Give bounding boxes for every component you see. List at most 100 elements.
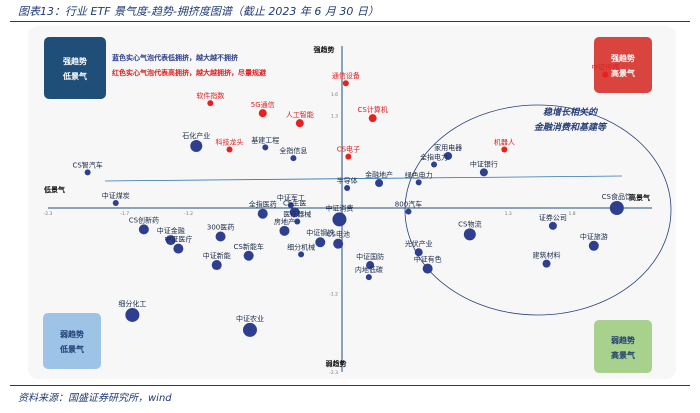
point-label: CS电池	[326, 230, 349, 239]
y-axis-top-label: 强趋势	[314, 45, 335, 54]
data-point: 光伏产业	[405, 239, 433, 257]
point-label: 软件指数	[196, 91, 224, 100]
point-marker	[375, 179, 384, 188]
data-point: 中证医疗	[164, 235, 192, 254]
point-marker	[365, 274, 372, 281]
x-axis-left-label: 低景气	[43, 185, 65, 194]
point-label: 中证新能	[203, 251, 231, 260]
data-point: 医疗器械	[283, 210, 311, 225]
quadrant-top-right: 强趋势 高景气	[594, 37, 652, 93]
data-point: 5G通信	[251, 100, 275, 118]
data-point: 建筑材料	[533, 251, 561, 268]
point-label: 中证金融	[157, 226, 185, 235]
point-label: 证券公司	[539, 213, 567, 222]
point-label: 绿色电力	[405, 170, 433, 179]
data-point: 科技龙头	[216, 138, 244, 153]
point-marker	[414, 248, 423, 257]
quadrant-bottom-left-line1: 弱趋势	[60, 329, 84, 339]
data-point: 中证国防	[356, 252, 384, 270]
point-marker	[602, 71, 609, 78]
quadrant-top-left-line2: 低景气	[62, 71, 87, 81]
data-point: 全指信息	[279, 146, 307, 162]
data-point: CS食品饮	[602, 192, 632, 215]
point-label: 科技龙头	[216, 138, 244, 147]
data-point: 300医药	[207, 223, 234, 242]
data-point: 中证传媒	[591, 63, 619, 78]
quadrant-bottom-left-line2: 低景气	[59, 344, 84, 354]
point-marker	[289, 207, 300, 218]
axis-ticks: -2.3 -1.7 -1.2 1.3 1.8 1.6 1.3 -1.2 -2.3	[44, 92, 576, 376]
data-point: 全指电力	[420, 153, 448, 168]
data-point: 石化产业	[182, 131, 210, 152]
data-point: 中证旅游	[580, 232, 608, 251]
point-marker	[368, 114, 377, 123]
data-point: 全指医药	[249, 200, 277, 219]
point-marker	[207, 100, 214, 107]
x-tick-label: -1.2	[184, 211, 193, 217]
point-label: 5G通信	[251, 100, 275, 109]
point-marker	[405, 208, 412, 215]
point-label: 基建工程	[251, 135, 279, 144]
data-point: 中证有色	[414, 255, 442, 274]
data-point: CS电子	[337, 145, 360, 160]
point-label: CS创新药	[129, 215, 159, 224]
point-label: 中证煤炭	[102, 191, 130, 200]
point-label: 内地低碳	[355, 265, 383, 274]
point-label: 通信设备	[332, 71, 360, 80]
data-point: CS生医	[283, 198, 306, 218]
point-label: CS生医	[283, 198, 306, 207]
data-point: 家用电器	[434, 143, 462, 160]
point-marker	[542, 259, 551, 268]
point-label: 细分机械	[287, 242, 315, 251]
data-point: 绿色电力	[405, 170, 433, 186]
data-point: 内地低碳	[355, 265, 383, 281]
y-tick-label: -1.2	[329, 292, 338, 298]
data-point: 中证煤炭	[102, 191, 130, 207]
point-marker	[501, 146, 508, 153]
quadrant-top-left: 强趋势 低景气	[44, 37, 106, 99]
data-point: 中证金融	[157, 226, 185, 246]
point-label: 家用电器	[434, 143, 462, 152]
figure-title: 图表13：行业 ETF 景气度-趋势-拥挤度图谱（截止 2023 年 6 月 3…	[18, 5, 379, 18]
data-point: 细分机械	[287, 242, 315, 258]
point-label: 中证农业	[236, 314, 264, 323]
point-label: 中证国防	[356, 252, 384, 261]
title-rule	[10, 21, 690, 22]
point-marker	[548, 221, 557, 230]
point-marker	[342, 80, 349, 87]
trend-line	[104, 175, 623, 182]
point-label: CS物流	[458, 219, 481, 228]
point-marker	[479, 168, 488, 177]
point-label: 中证消费	[325, 203, 353, 212]
point-label: CS新能车	[234, 242, 264, 251]
point-label: 金融地产	[365, 170, 393, 179]
point-marker	[262, 144, 269, 151]
point-label: 石化产业	[182, 131, 210, 140]
legend-red-note: 红色实心气泡代表高拥挤，越大越拥挤，尽量规避	[112, 68, 267, 77]
figure-source: 资料来源：国盛证券研究所，wind	[18, 393, 172, 404]
point-label: 中证传媒	[591, 63, 619, 72]
quadrant-top-right-line2: 高景气	[611, 68, 635, 78]
data-point: 细分化工	[118, 299, 146, 322]
point-marker	[243, 250, 254, 261]
x-tick-label: 1.8	[569, 211, 576, 217]
point-marker	[215, 231, 226, 242]
point-label: 800汽车	[395, 200, 422, 209]
point-marker	[294, 218, 301, 225]
y-axis-bottom-label: 弱趋势	[326, 359, 347, 368]
point-marker	[211, 260, 222, 271]
data-point: 中证钢铁	[306, 228, 334, 248]
y-tick-label: 1.3	[331, 113, 338, 119]
quadrant-bottom-right: 弱趋势 高景气	[594, 320, 652, 373]
point-marker	[366, 261, 375, 270]
point-marker	[444, 151, 453, 160]
point-marker	[125, 307, 140, 322]
point-marker	[165, 235, 176, 246]
point-label: 房地产	[274, 217, 295, 226]
data-point: 证券公司	[539, 213, 567, 230]
point-marker	[298, 251, 305, 258]
point-marker	[332, 212, 347, 227]
point-marker	[463, 228, 476, 241]
quadrant-top-left-box	[44, 37, 106, 99]
quadrant-bottom-left: 弱趋势 低景气	[43, 313, 101, 369]
